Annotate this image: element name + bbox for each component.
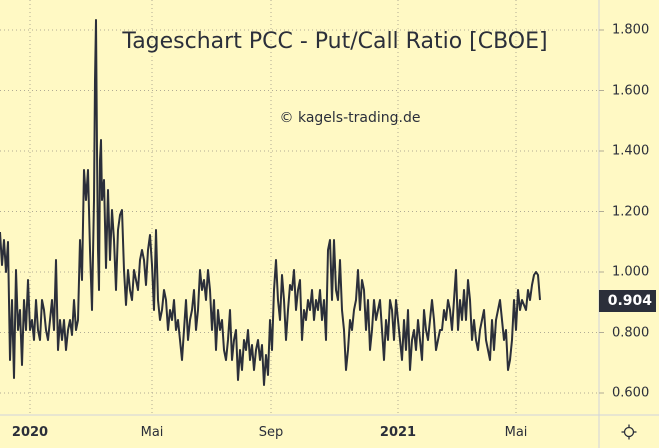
x-tick-label: 2021 bbox=[379, 425, 417, 440]
copyright-watermark: © kagels-trading.de bbox=[279, 110, 421, 126]
gear-icon[interactable] bbox=[620, 423, 638, 441]
x-tick-label: Sep bbox=[258, 425, 284, 440]
last-value-badge: 0.904 bbox=[599, 290, 656, 312]
chart-title: Tageschart PCC - Put/Call Ratio [CBOE] bbox=[122, 29, 548, 54]
y-tick-label: 1.200 bbox=[612, 204, 650, 219]
y-tick-label: 0.800 bbox=[612, 325, 650, 340]
y-tick-label: 1.400 bbox=[612, 143, 650, 159]
x-tick-label: 2020 bbox=[11, 425, 49, 440]
y-tick-label: 1.800 bbox=[612, 22, 650, 38]
pcc-series-line bbox=[0, 19, 541, 386]
y-tick-label: 1.000 bbox=[612, 264, 650, 280]
x-tick-label: Mai bbox=[504, 425, 528, 440]
vertical-gridlines bbox=[29, 0, 517, 415]
y-tick-label: 1.600 bbox=[612, 83, 650, 98]
y-tick-label: 0.600 bbox=[612, 385, 650, 401]
x-tick-label: Mai bbox=[140, 425, 164, 440]
